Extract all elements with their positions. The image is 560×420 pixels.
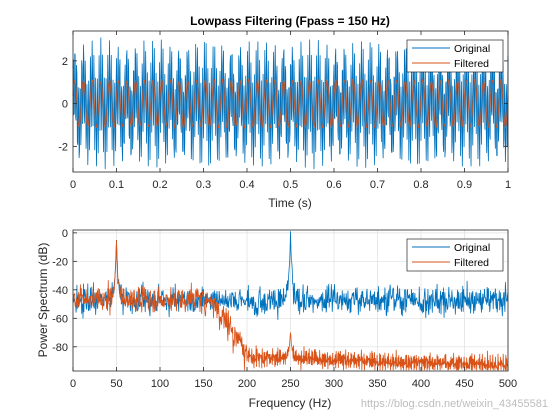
bottom-legend-label-filtered: Filtered [454, 257, 489, 269]
bottom-legend: Original Filtered [406, 238, 504, 272]
bottom-ticks: 0 50 100 150 200 250 300 350 400 450 500 0 -20 -40 -60… [52, 228, 517, 390]
top-x-tick-label: 0.8 [413, 179, 428, 191]
top-x-tick-label: 1 [505, 179, 511, 191]
bottom-y-tick-label: -60 [52, 313, 68, 325]
top-series-group [72, 37, 509, 170]
top-legend-label-filtered: Filtered [454, 58, 489, 70]
bottom-series-group [72, 231, 509, 371]
bottom-x-tick-label: 400 [412, 378, 430, 390]
top-x-tick-label: 0.7 [370, 179, 385, 191]
top-legend: Original Filtered [406, 39, 504, 73]
bottom-y-tick-label: -80 [52, 342, 68, 354]
bottom-x-tick-label: 500 [499, 378, 517, 390]
bottom-axes: 0 50 100 150 200 250 300 350 400 450 500 0 -20 -40 -60… [36, 228, 517, 410]
top-x-axis-label: Time (s) [268, 196, 312, 210]
bottom-x-axis-label: Frequency (Hz) [249, 396, 332, 410]
bottom-legend-label-original: Original [454, 242, 490, 254]
top-x-tick-label: 0.5 [283, 179, 298, 191]
bottom-x-tick-label: 450 [455, 378, 473, 390]
bottom-legend-box [406, 238, 504, 272]
bottom-x-tick-label: 200 [238, 378, 256, 390]
bottom-y-tick-label: -40 [52, 285, 68, 297]
top-x-tick-label: 0.9 [457, 179, 472, 191]
bottom-x-tick-label: 150 [194, 378, 212, 390]
top-y-tick-label: 2 [62, 56, 68, 68]
top-x-tick-label: 0 [70, 179, 76, 191]
watermark-text: https://blog.csdn.net/weixin_43455581 [361, 398, 548, 410]
bottom-x-tick-label: 100 [151, 378, 169, 390]
top-x-tick-label: 0.6 [326, 179, 341, 191]
bottom-x-tick-label: 300 [325, 378, 343, 390]
bottom-x-tick-label: 250 [281, 378, 299, 390]
top-y-tick-label: -2 [58, 141, 68, 153]
bottom-series-filtered-line [72, 239, 509, 371]
bottom-y-tick-label: 0 [62, 228, 68, 240]
bottom-x-tick-label: 0 [70, 378, 76, 390]
bottom-y-tick-label: -20 [52, 256, 68, 268]
bottom-x-tick-label: 350 [368, 378, 386, 390]
top-x-tick-label: 0.3 [196, 179, 211, 191]
top-x-tick-label: 0.2 [152, 179, 167, 191]
top-axes: 0 0.1 0.2 0.3 0.4 0.5 0.6 0.7 0.8 0.9 1 -2 0 2 Lowpas… [58, 14, 511, 210]
top-x-tick-label: 0.4 [239, 179, 254, 191]
top-x-tick-label: 0.1 [109, 179, 124, 191]
top-ticks: 0 0.1 0.2 0.3 0.4 0.5 0.6 0.7 0.8 0.9 1 -2 0 2 [58, 31, 511, 191]
top-series-original-line [72, 37, 509, 170]
top-legend-label-original: Original [454, 43, 490, 55]
top-series-filtered-line [72, 77, 509, 130]
bottom-y-axis-label: Power Spectrum (dB) [36, 243, 50, 358]
top-y-tick-label: 0 [62, 99, 68, 111]
bottom-x-tick-label: 50 [110, 378, 122, 390]
top-chart-title: Lowpass Filtering (Fpass = 150 Hz) [190, 14, 390, 28]
top-legend-box [406, 39, 504, 73]
